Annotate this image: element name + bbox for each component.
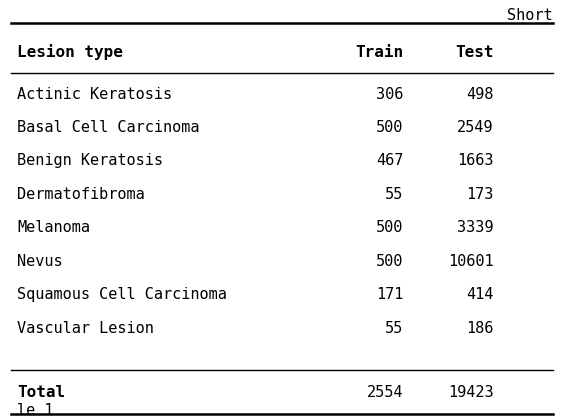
Text: le 1: le 1	[17, 403, 54, 418]
Text: 500: 500	[376, 254, 403, 269]
Text: 186: 186	[466, 321, 494, 336]
Text: 3339: 3339	[457, 220, 494, 235]
Text: Dermatofibroma: Dermatofibroma	[17, 187, 145, 202]
Text: 467: 467	[376, 153, 403, 168]
Text: Train: Train	[355, 45, 403, 60]
Text: Lesion type: Lesion type	[17, 44, 123, 60]
Text: 2554: 2554	[367, 385, 403, 400]
Text: Test: Test	[455, 45, 494, 60]
Text: Total: Total	[17, 385, 65, 400]
Text: Squamous Cell Carcinoma: Squamous Cell Carcinoma	[17, 287, 227, 302]
Text: Nevus: Nevus	[17, 254, 63, 269]
Text: 306: 306	[376, 87, 403, 102]
Text: Basal Cell Carcinoma: Basal Cell Carcinoma	[17, 120, 200, 135]
Text: Short: Short	[507, 8, 553, 23]
Text: 498: 498	[466, 87, 494, 102]
Text: 10601: 10601	[448, 254, 494, 269]
Text: Vascular Lesion: Vascular Lesion	[17, 321, 154, 336]
Text: Benign Keratosis: Benign Keratosis	[17, 153, 163, 168]
Text: Actinic Keratosis: Actinic Keratosis	[17, 87, 172, 102]
Text: 414: 414	[466, 287, 494, 302]
Text: 55: 55	[385, 321, 403, 336]
Text: 1663: 1663	[457, 153, 494, 168]
Text: 173: 173	[466, 187, 494, 202]
Text: 19423: 19423	[448, 385, 494, 400]
Text: 500: 500	[376, 120, 403, 135]
Text: 171: 171	[376, 287, 403, 302]
Text: 500: 500	[376, 220, 403, 235]
Text: 55: 55	[385, 187, 403, 202]
Text: Melanoma: Melanoma	[17, 220, 90, 235]
Text: 2549: 2549	[457, 120, 494, 135]
